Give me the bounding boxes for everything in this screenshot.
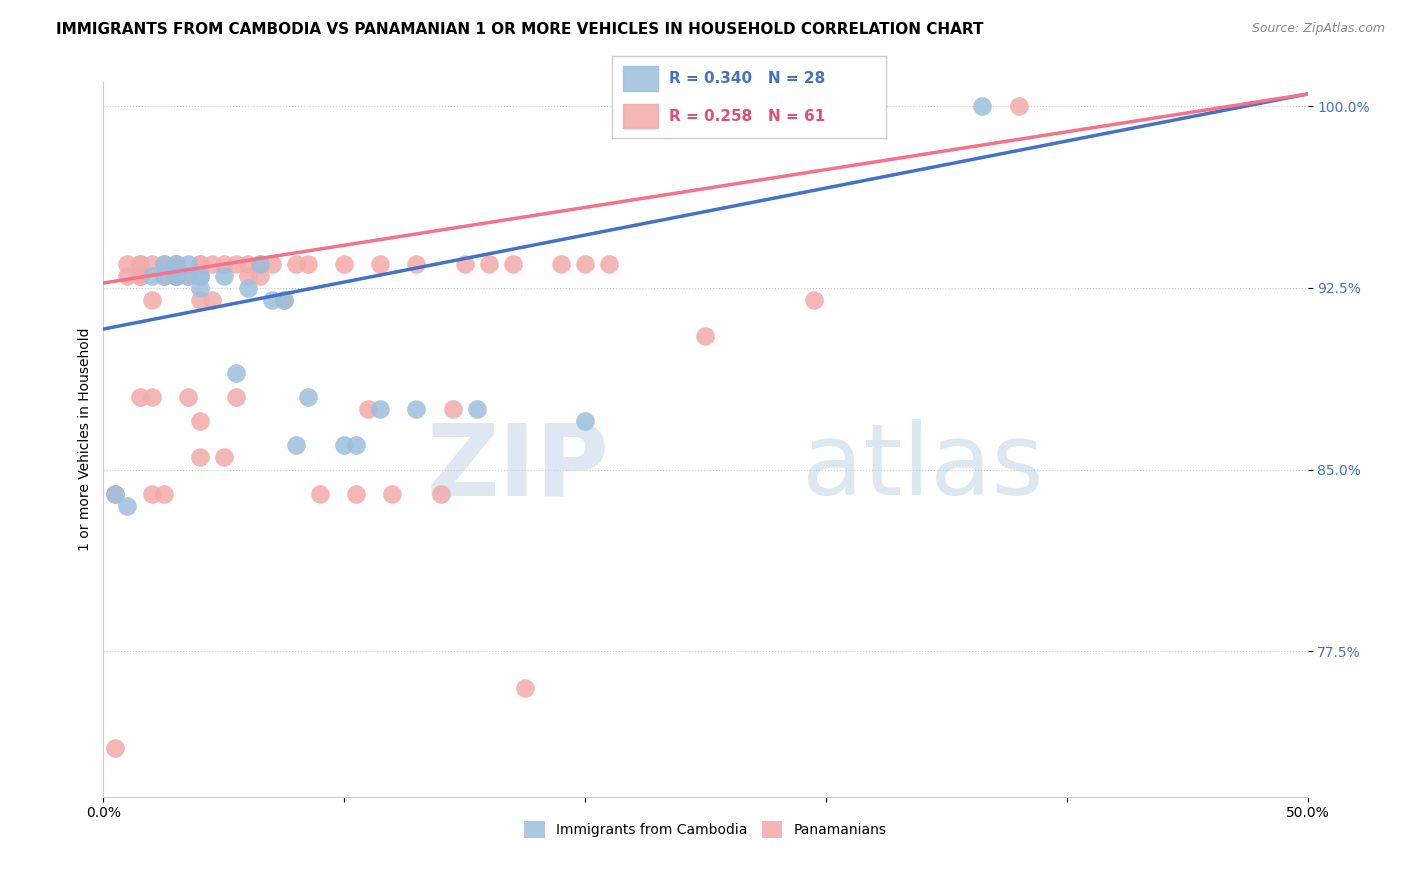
Point (260, 293, 283, 307)
Point (128, 268, 150, 283)
Point (141, 390, 163, 404)
Point (212, 450, 235, 465)
Point (188, 257, 211, 271)
Point (285, 257, 308, 271)
Point (513, 681, 536, 695)
Point (333, 438, 356, 452)
Point (225, 390, 247, 404)
Bar (623, 103, 658, 128)
Point (309, 487, 332, 501)
Point (141, 257, 163, 271)
Point (249, 257, 271, 271)
Point (165, 268, 187, 283)
Point (152, 257, 174, 271)
Point (165, 268, 187, 283)
Point (104, 487, 127, 501)
Point (188, 268, 211, 283)
Point (152, 257, 174, 271)
Point (236, 257, 259, 271)
Point (165, 268, 187, 283)
Point (260, 257, 283, 271)
Point (141, 268, 163, 283)
Point (344, 487, 367, 501)
Point (695, 329, 717, 343)
Point (188, 268, 211, 283)
Point (117, 268, 139, 283)
Bar (623, 66, 658, 91)
Point (201, 257, 224, 271)
Point (176, 390, 198, 404)
Point (128, 257, 150, 271)
Point (236, 268, 259, 283)
Point (285, 438, 308, 452)
Point (429, 487, 451, 501)
Point (152, 268, 174, 283)
Point (176, 268, 198, 283)
Point (128, 268, 150, 283)
Text: R = 0.258   N = 61: R = 0.258 N = 61 (669, 109, 825, 124)
Point (297, 390, 319, 404)
Text: ZIP: ZIP (426, 419, 609, 516)
Point (405, 402, 427, 417)
Point (165, 257, 187, 271)
Point (188, 257, 211, 271)
Text: atlas: atlas (801, 419, 1043, 516)
Point (972, 99, 994, 113)
Point (165, 268, 187, 283)
Point (249, 268, 271, 283)
Point (478, 257, 501, 271)
Point (152, 487, 174, 501)
Point (212, 268, 235, 283)
Point (188, 414, 211, 428)
Point (152, 268, 174, 283)
Point (550, 257, 572, 271)
Text: Source: ZipAtlas.com: Source: ZipAtlas.com (1251, 22, 1385, 36)
Legend: Immigrants from Cambodia, Panamanians: Immigrants from Cambodia, Panamanians (519, 815, 891, 844)
Point (165, 268, 187, 283)
Point (273, 293, 295, 307)
Point (441, 402, 464, 417)
Point (598, 257, 620, 271)
Text: R = 0.340   N = 28: R = 0.340 N = 28 (669, 70, 825, 86)
Point (176, 268, 198, 283)
Point (212, 257, 235, 271)
Point (344, 438, 367, 452)
Point (381, 487, 404, 501)
Point (117, 257, 139, 271)
Point (165, 257, 187, 271)
Point (236, 281, 259, 295)
Point (176, 257, 198, 271)
Point (297, 257, 319, 271)
Point (128, 390, 150, 404)
Point (225, 366, 247, 380)
Point (357, 402, 380, 417)
Point (104, 487, 127, 501)
Point (502, 257, 524, 271)
Point (141, 487, 163, 501)
Point (141, 293, 163, 307)
Point (333, 257, 356, 271)
Point (574, 414, 596, 428)
Point (188, 450, 211, 465)
Point (453, 257, 475, 271)
Point (370, 402, 392, 417)
Point (165, 257, 187, 271)
Point (188, 293, 211, 307)
Point (405, 257, 427, 271)
Point (128, 257, 150, 271)
Point (370, 257, 392, 271)
Point (225, 257, 247, 271)
Point (201, 293, 224, 307)
Point (465, 402, 488, 417)
Point (104, 741, 127, 756)
Point (273, 293, 295, 307)
Point (249, 257, 271, 271)
Y-axis label: 1 or more Vehicles in Household: 1 or more Vehicles in Household (79, 327, 93, 551)
Point (1007, 99, 1029, 113)
Point (574, 257, 596, 271)
Point (803, 293, 825, 307)
Point (188, 281, 211, 295)
Text: IMMIGRANTS FROM CAMBODIA VS PANAMANIAN 1 OR MORE VEHICLES IN HOUSEHOLD CORRELATI: IMMIGRANTS FROM CAMBODIA VS PANAMANIAN 1… (56, 22, 984, 37)
Point (117, 499, 139, 513)
